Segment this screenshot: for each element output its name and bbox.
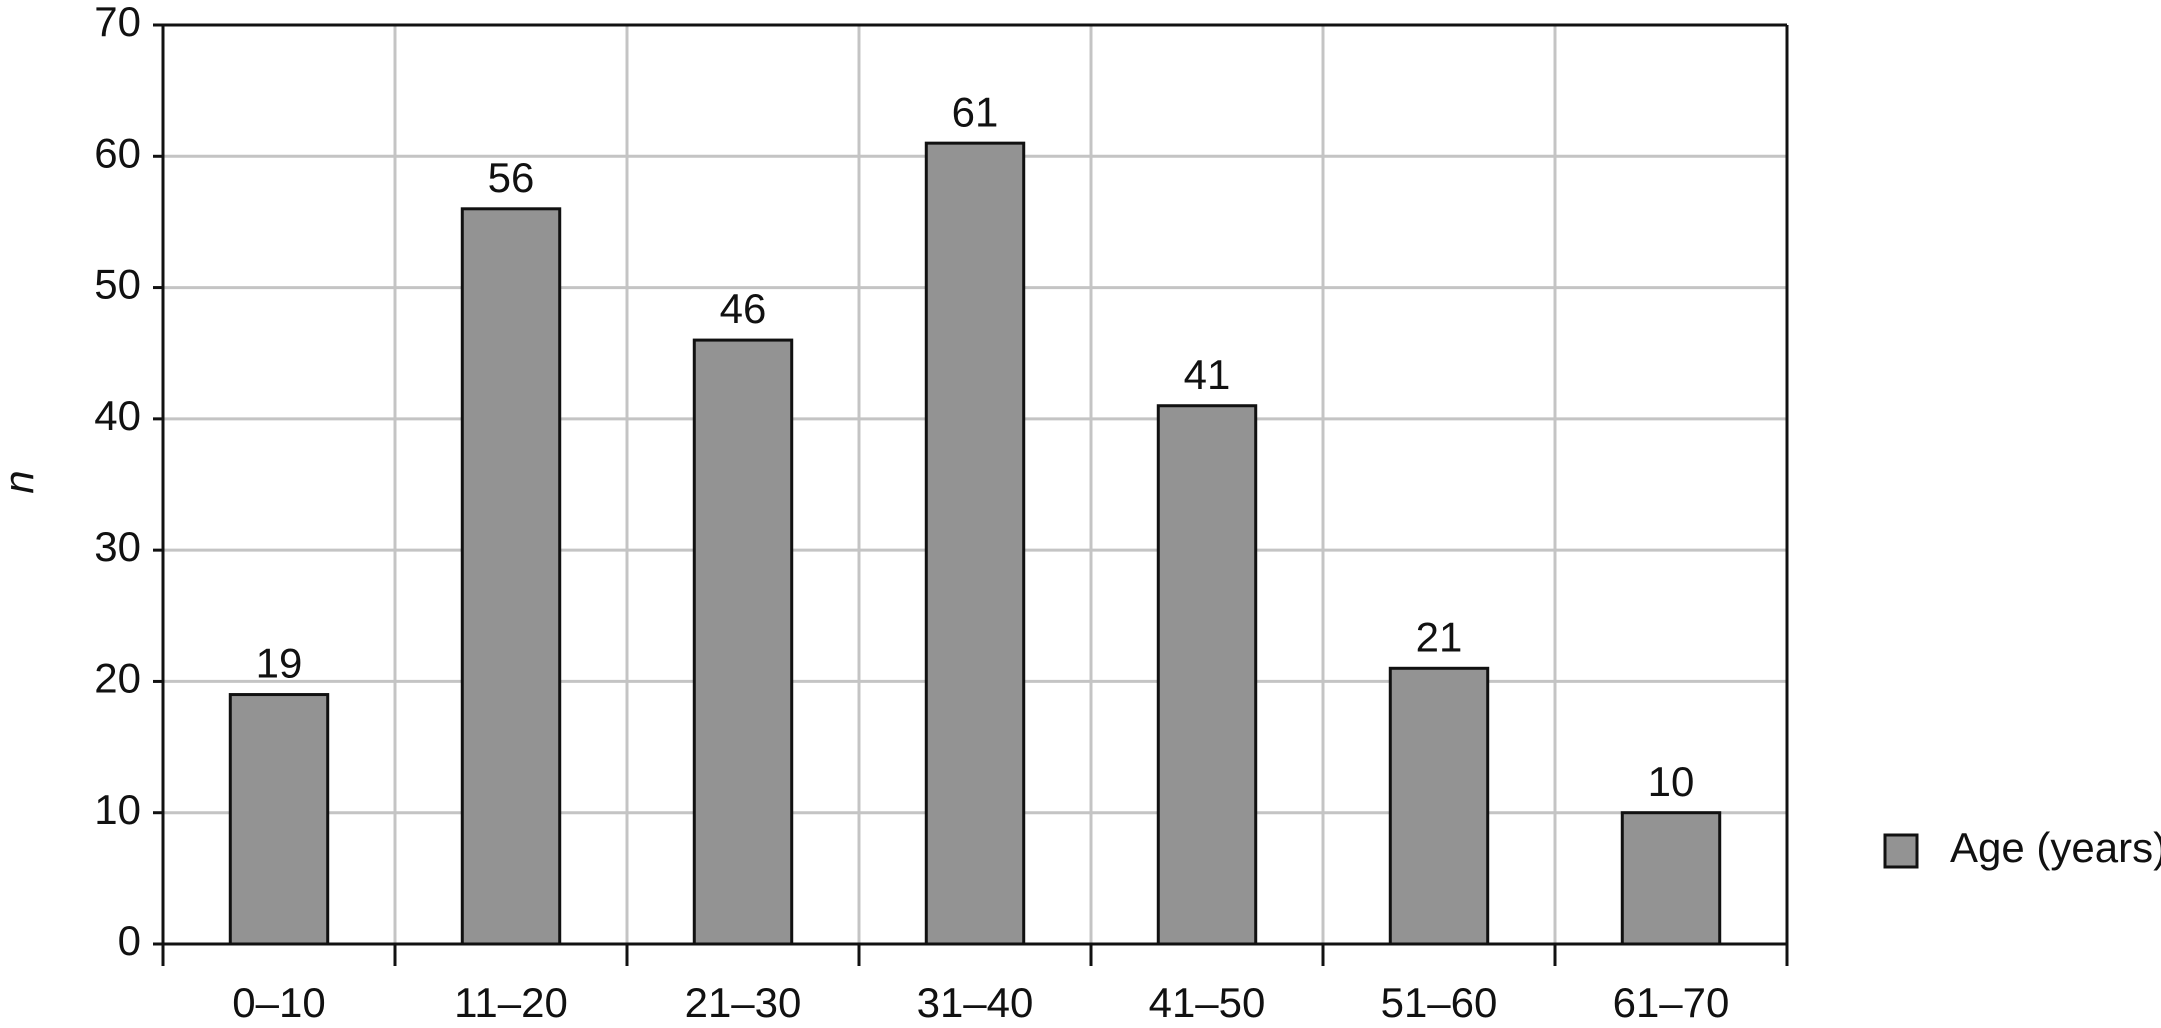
x-tick-label: 31–40 — [917, 979, 1034, 1026]
y-tick-label: 50 — [94, 261, 141, 308]
bar — [1620, 811, 1722, 946]
x-tick-label: 41–50 — [1149, 979, 1266, 1026]
value-label: 41 — [1184, 351, 1231, 398]
x-tick-label: 21–30 — [685, 979, 802, 1026]
value-label: 21 — [1416, 613, 1463, 660]
x-tick-label: 0–10 — [232, 979, 325, 1026]
bar — [924, 141, 1026, 946]
bar — [1388, 666, 1490, 946]
y-tick-label: 20 — [94, 655, 141, 702]
x-tick-label: 11–20 — [454, 979, 568, 1026]
y-tick-label: 60 — [94, 129, 141, 176]
value-label: 46 — [720, 285, 767, 332]
y-tick-label: 70 — [94, 0, 141, 45]
bar — [1156, 404, 1258, 946]
legend-label: Age (years) — [1950, 824, 2161, 871]
y-tick-label: 10 — [94, 786, 141, 833]
y-tick-label: 30 — [94, 523, 141, 570]
x-tick-label: 51–60 — [1381, 979, 1498, 1026]
bar — [460, 207, 562, 946]
bar — [692, 338, 794, 946]
y-tick-label: 40 — [94, 392, 141, 439]
bar — [228, 693, 330, 946]
value-label: 10 — [1648, 758, 1695, 805]
legend-swatch — [1883, 833, 1919, 869]
value-label: 61 — [952, 88, 999, 135]
value-label: 56 — [488, 154, 535, 201]
value-label: 19 — [256, 640, 303, 687]
y-axis-label: n — [0, 470, 42, 493]
y-tick-label: 0 — [118, 917, 141, 964]
x-tick-label: 61–70 — [1613, 979, 1730, 1026]
